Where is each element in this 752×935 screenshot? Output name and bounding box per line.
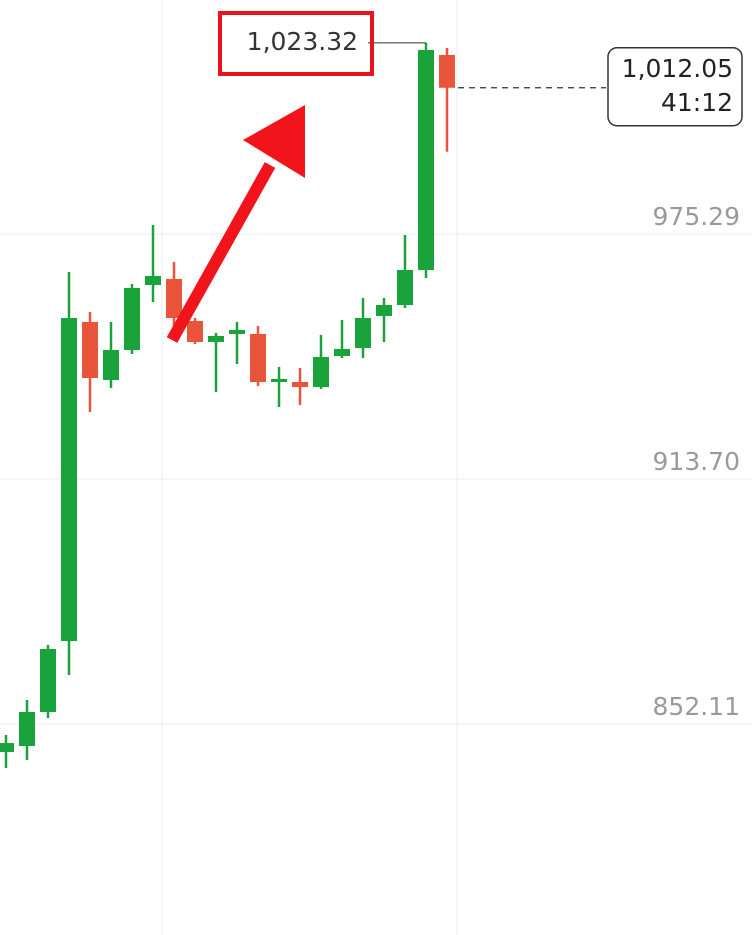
candle-body [187, 320, 203, 342]
candle-body [376, 304, 392, 317]
candle-body [292, 382, 308, 388]
candle-body [439, 55, 455, 88]
candle-body [334, 348, 350, 356]
last-price-label: 1,012.05 [622, 54, 733, 83]
y-tick-label: 852.11 [653, 692, 740, 721]
candle-body [166, 278, 182, 319]
y-tick-label: 975.29 [653, 202, 740, 231]
candle-body [418, 50, 434, 270]
candle-body [250, 333, 266, 383]
last-price-box [607, 47, 743, 127]
candle-body [355, 318, 371, 348]
highlight-box [218, 11, 374, 76]
candle-body [40, 649, 56, 712]
candle-body [19, 711, 35, 747]
candle-body [145, 275, 161, 285]
plot: 852.11 913.70 975.29 1,023.32 1,012.05 41:12 [0, 27, 752, 769]
candle-body [313, 356, 329, 388]
candle-body [271, 378, 287, 383]
candle-body [61, 318, 77, 642]
candle-body [103, 349, 119, 381]
arrow-head [243, 105, 305, 178]
high-label: 1,023.32 [247, 27, 358, 56]
candle-body [397, 269, 413, 305]
countdown: 41:12 [661, 88, 733, 117]
candle-body [124, 288, 140, 350]
candle-body [229, 329, 245, 334]
candle-body [82, 321, 98, 378]
y-tick-label: 913.70 [653, 447, 740, 476]
candle-body [208, 335, 224, 342]
candle-body [0, 743, 14, 753]
arrow-shaft [166, 162, 276, 343]
